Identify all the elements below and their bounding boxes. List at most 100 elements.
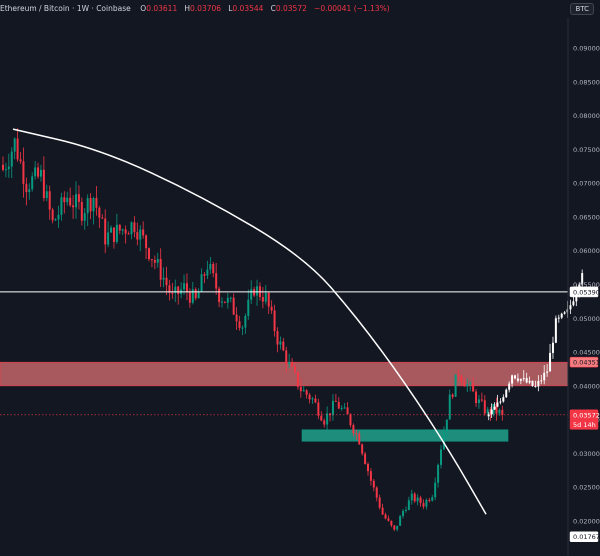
candle bbox=[212, 263, 215, 274]
candle bbox=[115, 224, 118, 242]
low-value: 0.03544 bbox=[232, 4, 264, 13]
projection-candle bbox=[572, 301, 575, 306]
candle bbox=[393, 525, 396, 530]
candle bbox=[223, 301, 226, 303]
candle bbox=[390, 520, 393, 526]
candle bbox=[142, 229, 145, 236]
candle bbox=[431, 497, 434, 501]
candle bbox=[311, 398, 314, 400]
candle bbox=[279, 341, 282, 345]
symbol-name[interactable]: Ethereum / Bitcoin bbox=[0, 4, 70, 13]
candle bbox=[355, 433, 358, 435]
candle bbox=[86, 198, 89, 214]
candle bbox=[60, 197, 63, 215]
candle bbox=[305, 390, 308, 395]
candle bbox=[188, 292, 191, 303]
candle bbox=[384, 514, 387, 519]
candle bbox=[326, 413, 329, 425]
projection-candle bbox=[490, 409, 493, 415]
y-tick-label: 0.08500 bbox=[573, 78, 600, 86]
candle bbox=[367, 463, 369, 472]
y-tick-label: 0.04500 bbox=[573, 349, 600, 357]
projection-candle bbox=[554, 318, 557, 343]
price-label-box bbox=[569, 531, 599, 542]
candle bbox=[118, 224, 121, 231]
projection-candle bbox=[534, 386, 537, 388]
projection-candle bbox=[543, 372, 546, 381]
candle bbox=[80, 201, 83, 221]
candle bbox=[4, 169, 7, 171]
candle bbox=[77, 194, 80, 202]
candle bbox=[331, 400, 334, 416]
candle bbox=[329, 413, 332, 416]
y-tick-label: 0.09000 bbox=[573, 45, 600, 53]
candle bbox=[291, 361, 294, 367]
projection-candle bbox=[499, 401, 502, 403]
projection-candle bbox=[505, 389, 508, 398]
candle bbox=[63, 197, 66, 203]
projection-candle bbox=[496, 402, 499, 407]
candle bbox=[381, 507, 384, 515]
high-value: 0.03706 bbox=[190, 4, 222, 13]
candle bbox=[317, 402, 320, 416]
candle bbox=[194, 289, 197, 299]
candle bbox=[124, 229, 127, 234]
y-tick-label: 0.03000 bbox=[573, 450, 600, 458]
candle bbox=[419, 497, 422, 504]
open-label: O bbox=[140, 4, 147, 13]
candle bbox=[83, 213, 86, 221]
projection-candle bbox=[514, 375, 516, 379]
interval-label[interactable]: 1W bbox=[76, 4, 90, 13]
candle bbox=[267, 292, 270, 307]
candle bbox=[343, 407, 346, 409]
candle bbox=[191, 289, 194, 303]
candle bbox=[51, 209, 54, 221]
candle bbox=[19, 159, 22, 162]
y-tick-label: 0.04000 bbox=[573, 382, 600, 390]
candle bbox=[156, 259, 159, 263]
y-tick-label: 0.02500 bbox=[573, 484, 600, 492]
y-tick-label: 0.06000 bbox=[573, 247, 600, 255]
candle bbox=[294, 366, 296, 372]
projection-candle bbox=[569, 305, 572, 310]
candle bbox=[145, 235, 148, 249]
candle bbox=[127, 233, 130, 235]
candle bbox=[256, 286, 259, 296]
candle bbox=[451, 394, 454, 397]
candle bbox=[110, 227, 113, 233]
price-label-text: 0.05390 bbox=[573, 288, 600, 296]
y-tick-label: 0.02000 bbox=[573, 518, 600, 526]
open-value: 0.03611 bbox=[146, 4, 178, 13]
projection-candle bbox=[487, 414, 490, 417]
candle bbox=[361, 444, 364, 454]
candle bbox=[276, 331, 279, 345]
currency-button[interactable]: BTC bbox=[570, 3, 594, 15]
price-label-text: 0.01767 bbox=[573, 533, 600, 541]
candle bbox=[104, 218, 107, 245]
candle bbox=[422, 503, 425, 507]
candle bbox=[57, 214, 60, 220]
candle bbox=[448, 394, 451, 420]
candle bbox=[440, 449, 442, 465]
candle bbox=[387, 518, 390, 521]
candle bbox=[101, 217, 104, 219]
candle bbox=[25, 183, 28, 193]
candle bbox=[314, 398, 317, 403]
candle bbox=[288, 361, 291, 365]
projection-candle bbox=[551, 342, 554, 353]
candle bbox=[244, 315, 247, 328]
candle bbox=[139, 229, 142, 240]
candle bbox=[92, 198, 95, 212]
candle bbox=[171, 292, 174, 294]
candle bbox=[460, 376, 463, 382]
candle bbox=[477, 399, 480, 404]
candle bbox=[45, 191, 48, 199]
candle bbox=[185, 283, 188, 293]
candle bbox=[264, 292, 267, 302]
candle bbox=[72, 205, 75, 208]
projection-candle bbox=[508, 383, 511, 390]
projection-candle bbox=[581, 273, 584, 285]
candle bbox=[334, 400, 337, 402]
candle bbox=[31, 176, 34, 190]
